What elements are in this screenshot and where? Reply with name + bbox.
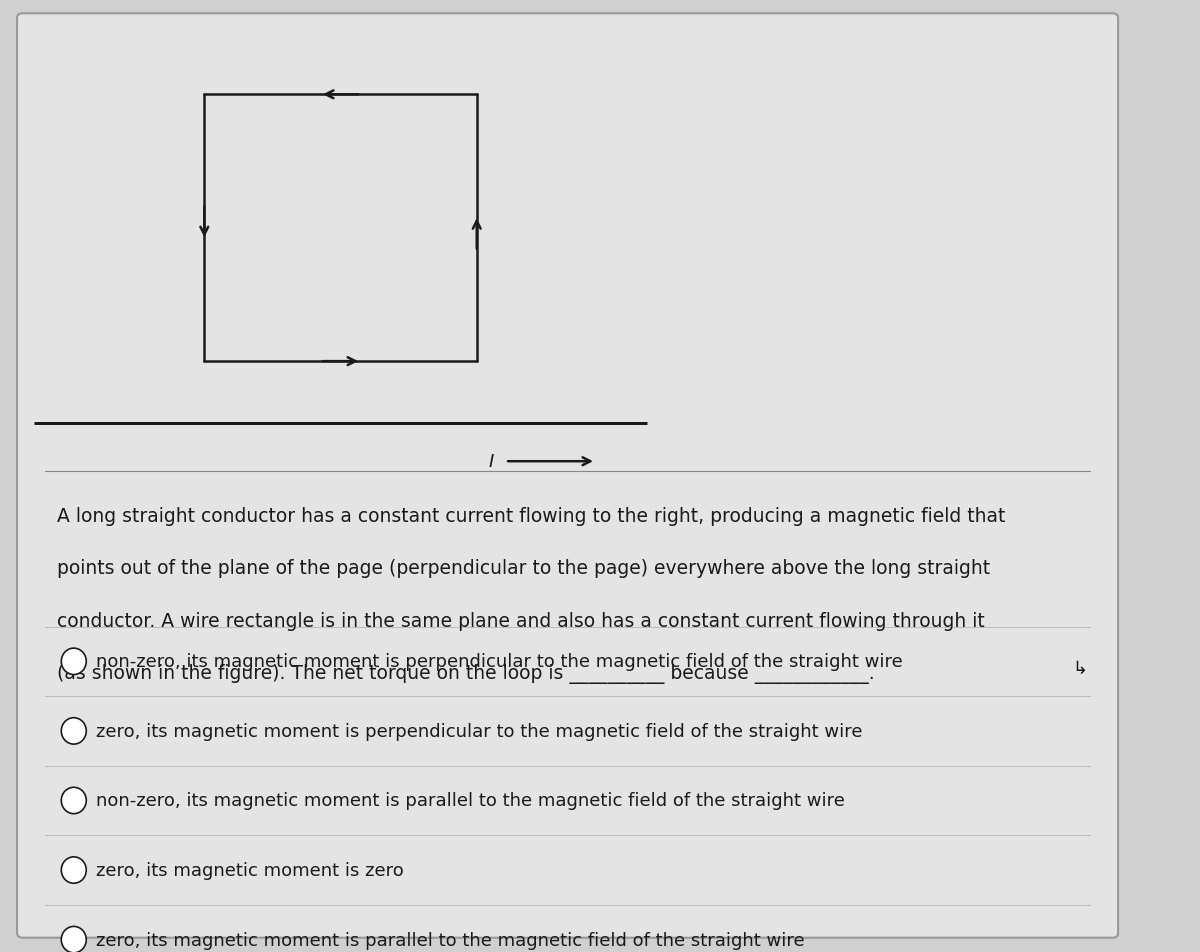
Text: A long straight conductor has a constant current flowing to the right, producing: A long straight conductor has a constant… [56,506,1006,526]
Ellipse shape [61,787,86,814]
Ellipse shape [61,926,86,952]
Text: conductor. A wire rectangle is in the same plane and also has a constant current: conductor. A wire rectangle is in the sa… [56,611,984,630]
Ellipse shape [61,857,86,883]
Text: non-zero, its magnetic moment is parallel to the magnetic field of the straight : non-zero, its magnetic moment is paralle… [96,792,845,809]
Text: zero, its magnetic moment is perpendicular to the magnetic field of the straight: zero, its magnetic moment is perpendicul… [96,723,863,740]
Text: zero, its magnetic moment is zero: zero, its magnetic moment is zero [96,862,404,879]
Text: zero, its magnetic moment is parallel to the magnetic field of the straight wire: zero, its magnetic moment is parallel to… [96,931,805,948]
Text: points out of the plane of the page (perpendicular to the page) everywhere above: points out of the plane of the page (per… [56,559,990,578]
Text: (as shown in the figure). The net torque on the loop is __________ because _____: (as shown in the figure). The net torque… [56,664,875,684]
Text: non-zero, its magnetic moment is perpendicular to the magnetic field of the stra: non-zero, its magnetic moment is perpend… [96,653,904,670]
Text: I: I [488,453,493,470]
Ellipse shape [61,648,86,675]
Ellipse shape [61,718,86,744]
Text: ↳: ↳ [1073,659,1088,677]
FancyBboxPatch shape [17,14,1118,938]
